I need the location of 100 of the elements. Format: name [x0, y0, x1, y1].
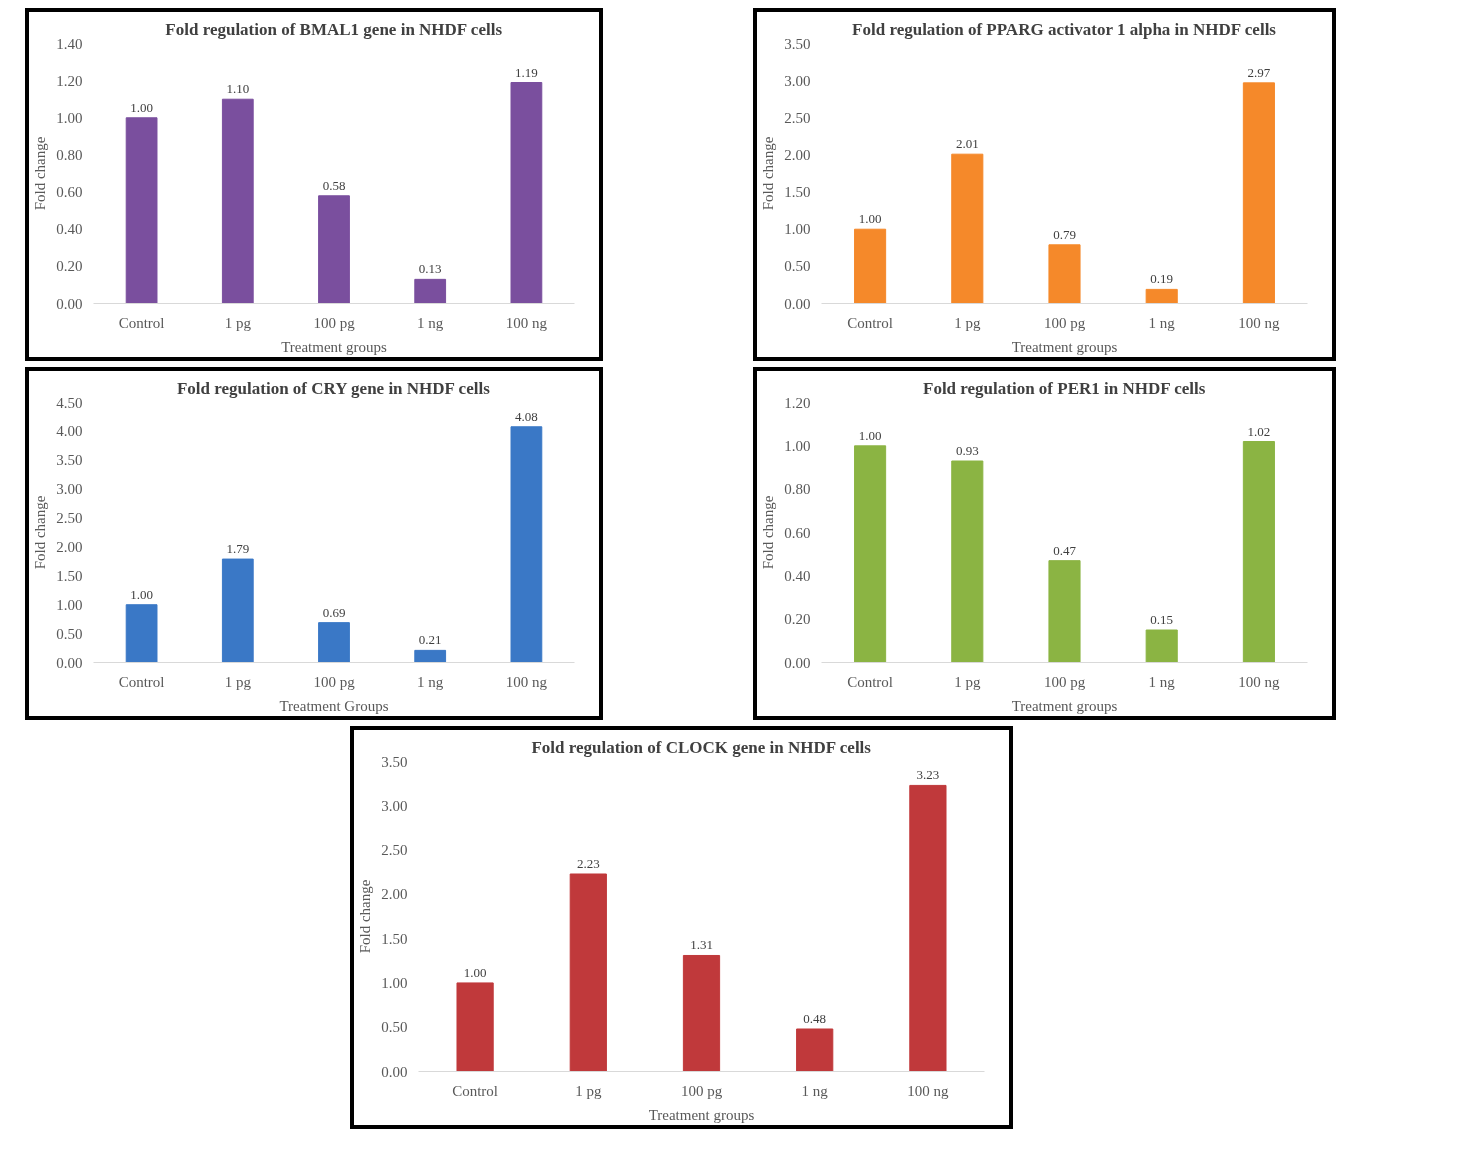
data-label: 1.00 — [858, 211, 882, 227]
bar — [909, 784, 947, 1072]
x-tick-label: Control — [452, 1082, 499, 1099]
y-tick-label: 1.40 — [56, 35, 83, 52]
y-tick-label: 2.50 — [56, 510, 83, 527]
y-tick-label: 1.00 — [56, 596, 83, 613]
bar — [1048, 244, 1081, 304]
bar — [796, 1028, 834, 1072]
y-tick-label: 0.40 — [784, 567, 811, 584]
data-label: 1.79 — [226, 541, 250, 557]
bar — [510, 82, 543, 304]
y-axis-title: Fold change — [760, 136, 777, 211]
bar — [318, 622, 350, 663]
x-tick-label: 1 pg — [954, 673, 981, 690]
bar — [510, 426, 543, 663]
x-tick-label: 1 ng — [1148, 314, 1176, 331]
y-tick-label: 0.00 — [784, 654, 811, 671]
bar — [1145, 288, 1178, 304]
bar — [951, 153, 984, 304]
data-label: 1.19 — [515, 64, 538, 80]
bar — [414, 278, 447, 304]
x-axis-title: Treatment groups — [1011, 697, 1118, 714]
y-axis-title: Fold change — [357, 879, 374, 954]
y-tick-label: 2.50 — [784, 109, 811, 126]
data-label: 2.97 — [1247, 64, 1271, 80]
chart-title: Fold regulation of PPARG activator 1 alpha in NHDF cells — [852, 19, 1277, 39]
x-axis-title: Treatment groups — [281, 338, 388, 355]
bar — [682, 954, 721, 1072]
y-tick-label: 3.00 — [56, 481, 83, 498]
y-tick-label: 2.00 — [784, 146, 811, 163]
x-tick-label: 100 ng — [907, 1082, 950, 1099]
x-axis-title: Treatment Groups — [279, 697, 389, 714]
x-tick-label: 100 pg — [313, 673, 356, 690]
y-tick-label: 0.20 — [784, 611, 811, 628]
x-axis-title: Treatment groups — [1011, 338, 1118, 355]
data-label: 1.10 — [226, 81, 250, 97]
bar — [854, 228, 887, 304]
y-tick-label: 1.50 — [784, 184, 811, 201]
y-tick-label: 1.20 — [56, 72, 83, 89]
x-tick-label: 100 ng — [505, 673, 548, 690]
x-axis-title: Treatment groups — [648, 1106, 755, 1123]
data-label: 1.02 — [1247, 423, 1271, 439]
y-tick-label: 0.80 — [784, 481, 811, 498]
y-tick-label: 0.20 — [56, 258, 83, 275]
data-label: 1.00 — [463, 964, 487, 980]
data-label: 0.19 — [1150, 271, 1174, 287]
y-axis-title: Fold change — [760, 495, 777, 570]
data-label: 0.15 — [1150, 612, 1174, 627]
data-label: 0.69 — [322, 604, 346, 620]
y-tick-label: 2.50 — [381, 842, 408, 859]
bar — [569, 873, 607, 1072]
x-tick-label: 100 ng — [1238, 314, 1281, 331]
y-tick-label: 1.20 — [784, 394, 811, 411]
y-axis-title: Fold change — [32, 136, 49, 211]
x-tick-label: Control — [847, 673, 894, 690]
y-tick-label: 0.50 — [381, 1019, 408, 1036]
data-label: 4.08 — [515, 408, 538, 424]
x-tick-label: 100 pg — [313, 314, 356, 331]
y-tick-label: 4.00 — [56, 423, 83, 440]
bar — [951, 460, 984, 663]
y-tick-label: 3.00 — [381, 797, 408, 814]
y-tick-label: 3.50 — [784, 35, 811, 52]
bar — [854, 445, 887, 663]
data-label: 1.00 — [130, 586, 153, 602]
x-tick-label: 1 ng — [1148, 673, 1176, 690]
data-label: 0.93 — [955, 443, 979, 458]
y-tick-label: 2.00 — [381, 886, 408, 903]
chart-title: Fold regulation of CLOCK gene in NHDF cells — [531, 737, 872, 757]
data-label: 3.23 — [916, 767, 940, 783]
x-tick-label: 100 ng — [505, 314, 548, 331]
data-label: 0.79 — [1053, 226, 1076, 242]
y-tick-label: 3.00 — [784, 72, 811, 89]
data-label: 0.21 — [418, 632, 442, 648]
y-tick-label: 4.50 — [56, 394, 83, 411]
data-label: 2.01 — [955, 136, 979, 152]
x-tick-label: 1 pg — [224, 314, 252, 331]
y-tick-label: 0.50 — [784, 258, 811, 275]
data-label: 1.00 — [130, 99, 153, 115]
x-tick-label: 100 pg — [1043, 673, 1086, 690]
bar — [318, 195, 350, 304]
y-tick-label: 1.50 — [381, 930, 408, 947]
y-tick-label: 2.00 — [56, 538, 83, 555]
y-tick-label: 0.60 — [56, 184, 83, 201]
y-tick-label: 0.00 — [56, 295, 83, 312]
bar — [1242, 82, 1275, 304]
chart-title: Fold regulation of BMAL1 gene in NHDF cells — [165, 19, 503, 39]
y-tick-label: 0.40 — [56, 221, 83, 238]
y-axis-title: Fold change — [32, 495, 49, 570]
x-tick-label: 1 pg — [575, 1082, 602, 1099]
data-label: 0.47 — [1053, 542, 1077, 558]
bar — [456, 982, 494, 1072]
bar — [125, 604, 158, 663]
data-label: 2.23 — [576, 855, 600, 871]
y-tick-label: 0.00 — [784, 295, 811, 312]
x-tick-label: 100 pg — [680, 1082, 723, 1099]
bar — [221, 558, 254, 663]
data-label: 1.31 — [690, 937, 713, 953]
x-tick-label: 100 pg — [1043, 314, 1086, 331]
data-label: 0.13 — [418, 261, 442, 277]
data-label: 0.58 — [322, 177, 346, 193]
